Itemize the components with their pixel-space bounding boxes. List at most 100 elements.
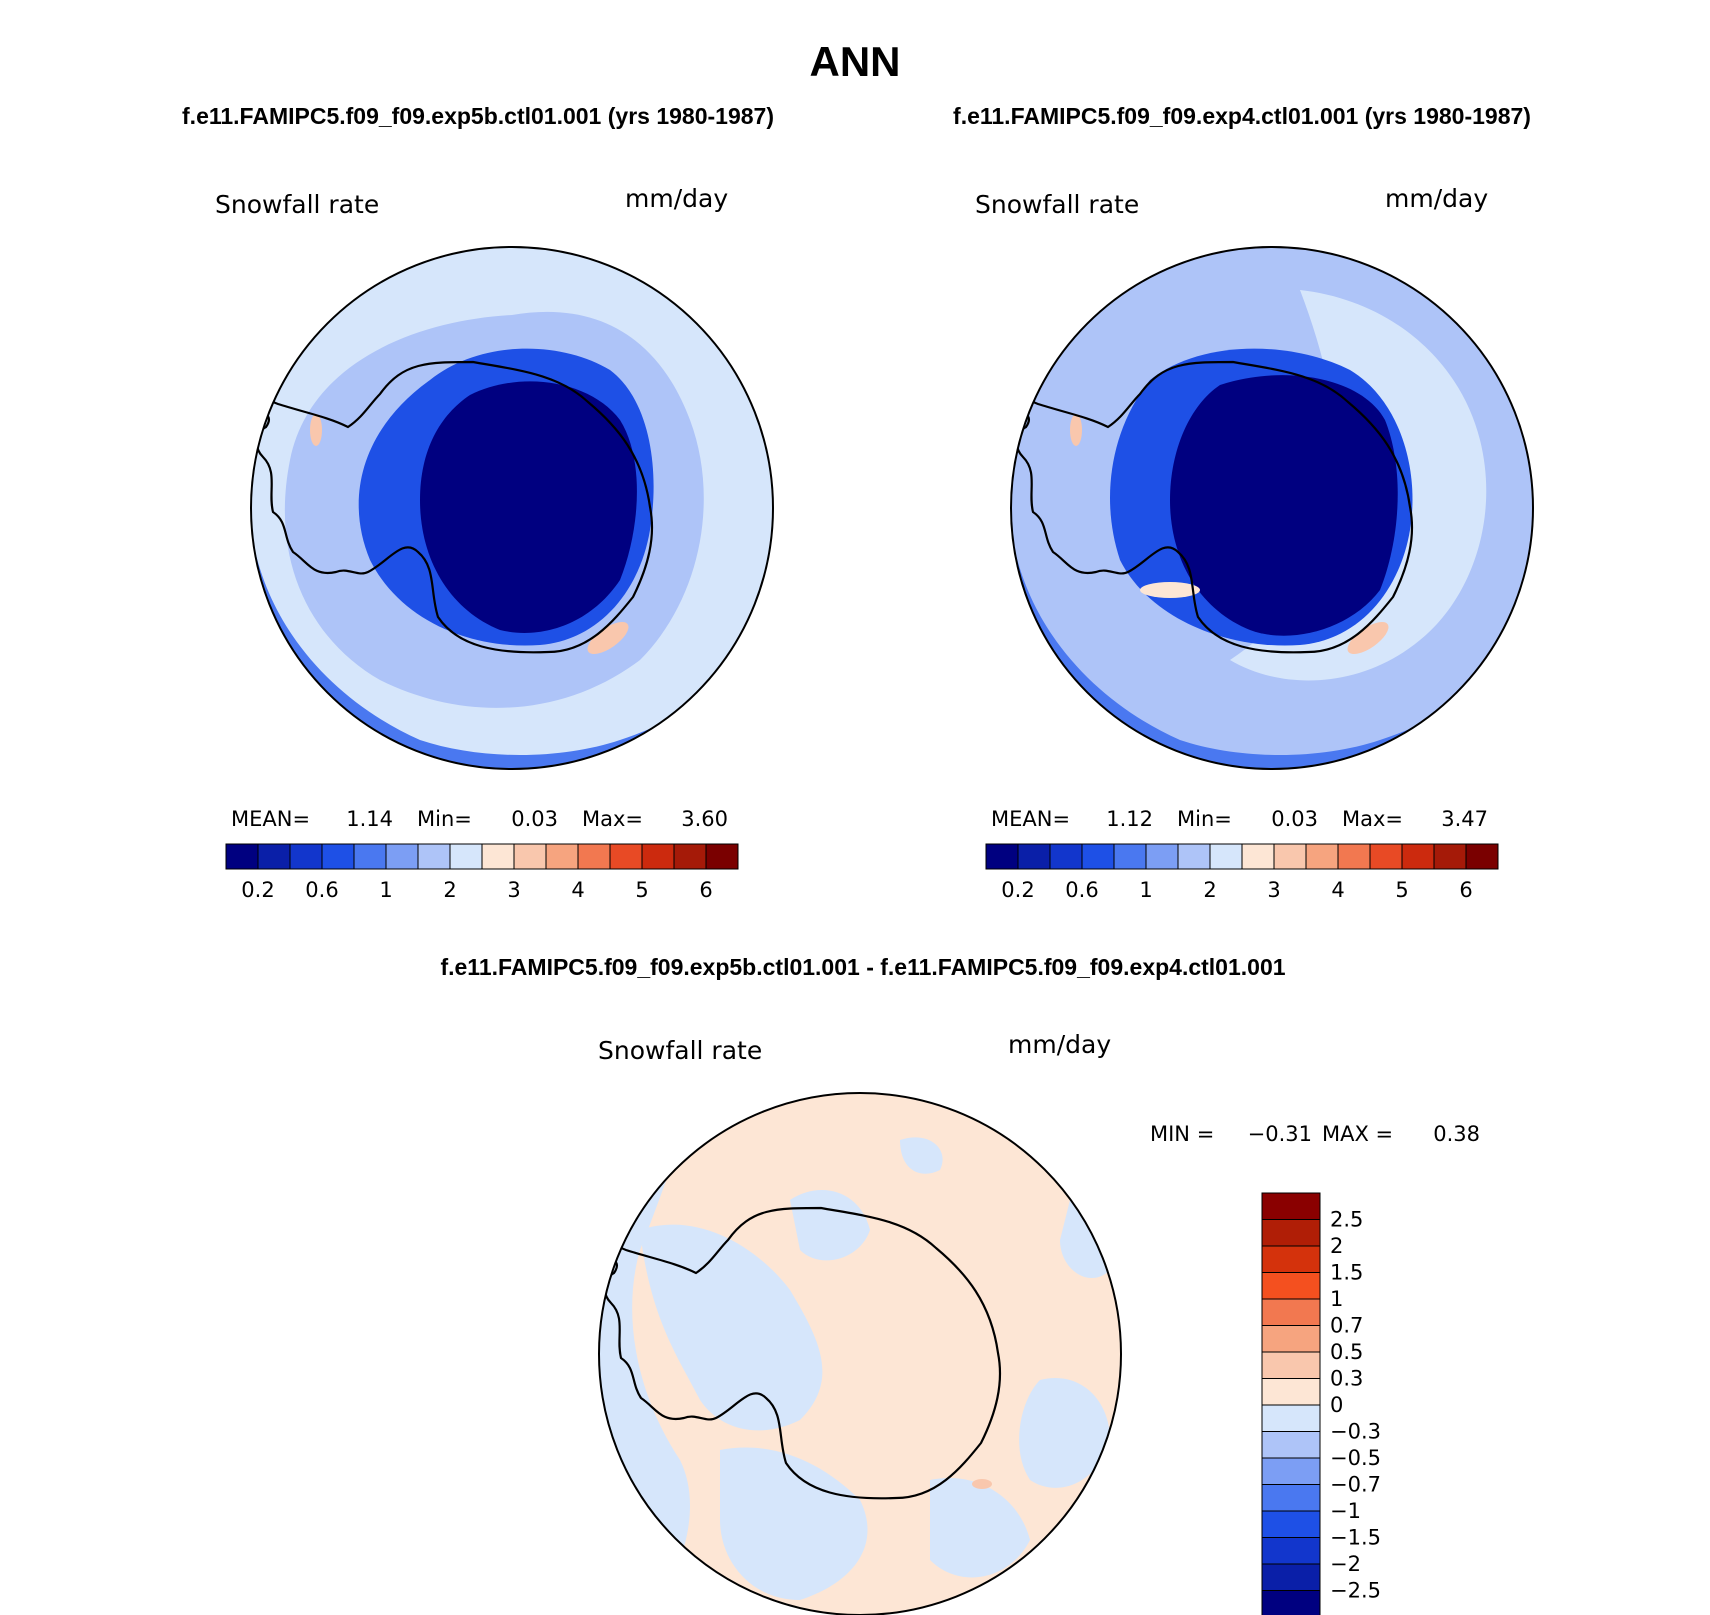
right-variable-label: Snowfall rate (975, 190, 1139, 219)
diff-colorbar-tick-label: 0.7 (1330, 1314, 1363, 1338)
left-mean-label: MEAN= (231, 807, 310, 831)
right-colorbar-swatch (1017, 843, 1051, 870)
diff-colorbar-swatch (1261, 1537, 1321, 1565)
right-colorbar: 0.2 0.6 1 2 3 4 5 6 (985, 843, 1499, 902)
diff-colorbar-swatch (1261, 1219, 1321, 1247)
diff-colorbar-swatch (1261, 1404, 1321, 1432)
right-colorbar-tick-label: 6 (1459, 878, 1472, 902)
diff-colorbar-tick-label: 0.3 (1330, 1367, 1363, 1391)
diff-colorbar-swatch (1261, 1192, 1321, 1220)
right-colorbar-swatch (1369, 843, 1403, 870)
left-colorbar-swatch (289, 843, 323, 870)
diff-colorbar-tick-label: 2.5 (1330, 1208, 1363, 1232)
diff-colorbar-tick-label: 1 (1330, 1287, 1343, 1311)
right-max-label: Max= (1342, 807, 1403, 831)
left-min-label: Min= (417, 807, 472, 831)
diff-colorbar-swatch (1261, 1272, 1321, 1300)
right-case-title: f.e11.FAMIPC5.f09_f09.exp4.ctl01.001 (yr… (953, 103, 1531, 129)
left-colorbar-tick-label: 0.6 (305, 878, 338, 902)
diff-colorbar-tick-label: −1 (1330, 1499, 1361, 1523)
diff-colorbar-swatch (1261, 1351, 1321, 1379)
diff-colorbar-swatch (1261, 1431, 1321, 1459)
left-colorbar-tick-label: 0.2 (241, 878, 274, 902)
diff-max-label: MAX = (1322, 1122, 1393, 1146)
left-colorbar-swatch (321, 843, 355, 870)
left-colorbar-swatch (257, 843, 291, 870)
right-units-label: mm/day (1385, 184, 1488, 213)
left-colorbar-swatch (513, 843, 547, 870)
left-colorbar-swatch (225, 843, 259, 870)
left-colorbar-swatch (609, 843, 643, 870)
right-colorbar-tick-label: 3 (1267, 878, 1280, 902)
diff-colorbar-swatch (1261, 1457, 1321, 1485)
right-colorbar-tick-label: 4 (1331, 878, 1344, 902)
left-variable-label: Snowfall rate (215, 190, 379, 219)
right-polar-map (1011, 247, 1533, 769)
diff-min-value: −0.31 (1248, 1122, 1312, 1146)
right-colorbar-swatch (1241, 843, 1275, 870)
diff-map-panel: Snowfall rate mm/day MIN = −0.31 MAX = 0… (598, 1030, 1480, 1615)
left-mean-value: 1.14 (346, 807, 393, 831)
right-map-panel: Snowfall rate mm/day MEAN= 1.12 Min= 0.0… (975, 184, 1534, 902)
right-colorbar-swatch (985, 843, 1019, 870)
diff-colorbar-swatch (1261, 1245, 1321, 1273)
right-colorbar-tick-label: 5 (1395, 878, 1408, 902)
right-max-value: 3.47 (1441, 807, 1488, 831)
left-colorbar-tick-label: 5 (635, 878, 648, 902)
right-colorbar-swatch (1337, 843, 1371, 870)
left-colorbar-swatch (705, 843, 739, 870)
right-mean-label: MEAN= (991, 807, 1070, 831)
right-colorbar-swatch (1049, 843, 1083, 870)
left-polar-map (251, 247, 773, 769)
left-colorbar-swatch (449, 843, 483, 870)
left-colorbar-swatch (385, 843, 419, 870)
diff-colorbar-tick-label: 2 (1330, 1234, 1343, 1258)
right-colorbar-swatch (1177, 843, 1211, 870)
left-min-value: 0.03 (511, 807, 558, 831)
left-colorbar-tick-label: 2 (443, 878, 456, 902)
left-map-panel: Snowfall rate mm/day MEAN= 1.14 Min= 0.0… (215, 184, 774, 902)
diff-colorbar-tick-label: 0 (1330, 1393, 1343, 1417)
right-colorbar-tick-label: 1 (1139, 878, 1152, 902)
left-colorbar-tick-label: 1 (379, 878, 392, 902)
diff-colorbar-tick-label: −0.5 (1330, 1446, 1381, 1470)
diff-colorbar: 2.52 1.51 0.70.5 0.30 −0.3−0.5 −0.7−1 −1.5−2 −2… (1261, 1192, 1381, 1615)
diff-colorbar-tick-label: −2.5 (1330, 1579, 1381, 1603)
right-colorbar-swatch (1305, 843, 1339, 870)
right-colorbar-swatch (1113, 843, 1147, 870)
right-colorbar-swatch (1081, 843, 1115, 870)
right-min-value: 0.03 (1271, 807, 1318, 831)
left-colorbar-swatch (641, 843, 675, 870)
left-colorbar-swatch (673, 843, 707, 870)
right-mean-value: 1.12 (1106, 807, 1153, 831)
diff-units-label: mm/day (1008, 1030, 1111, 1059)
diff-colorbar-swatch (1261, 1563, 1321, 1591)
diff-colorbar-swatch (1261, 1510, 1321, 1538)
diff-colorbar-swatch (1261, 1484, 1321, 1512)
left-colorbar-tick-label: 3 (507, 878, 520, 902)
right-min-label: Min= (1177, 807, 1232, 831)
right-colorbar-swatch (1465, 843, 1499, 870)
left-colorbar-tick-label: 4 (571, 878, 584, 902)
right-colorbar-tick-label: 0.6 (1065, 878, 1098, 902)
diff-colorbar-tick-label: −0.3 (1330, 1420, 1381, 1444)
left-colorbar-swatch (481, 843, 515, 870)
diff-colorbar-tick-label: −2 (1330, 1552, 1361, 1576)
right-colorbar-tick-label: 2 (1203, 878, 1216, 902)
left-units-label: mm/day (625, 184, 728, 213)
left-case-title: f.e11.FAMIPC5.f09_f09.exp5b.ctl01.001 (y… (182, 103, 774, 129)
diff-variable-label: Snowfall rate (598, 1036, 762, 1065)
left-colorbar-swatch (417, 843, 451, 870)
right-colorbar-swatch (1401, 843, 1435, 870)
right-colorbar-swatch (1145, 843, 1179, 870)
left-colorbar-swatch (353, 843, 387, 870)
diff-min-label: MIN = (1150, 1122, 1214, 1146)
left-colorbar-swatch (545, 843, 579, 870)
diff-stats: MIN = −0.31 MAX = 0.38 (1150, 1122, 1480, 1146)
left-colorbar-swatch (577, 843, 611, 870)
diff-colorbar-tick-label: 0.5 (1330, 1340, 1363, 1364)
diff-title: f.e11.FAMIPC5.f09_f09.exp5b.ctl01.001 - … (440, 954, 1285, 980)
diff-colorbar-tick-label: 1.5 (1330, 1261, 1363, 1285)
diff-colorbar-swatch (1261, 1298, 1321, 1326)
diff-colorbar-swatch (1261, 1590, 1321, 1615)
